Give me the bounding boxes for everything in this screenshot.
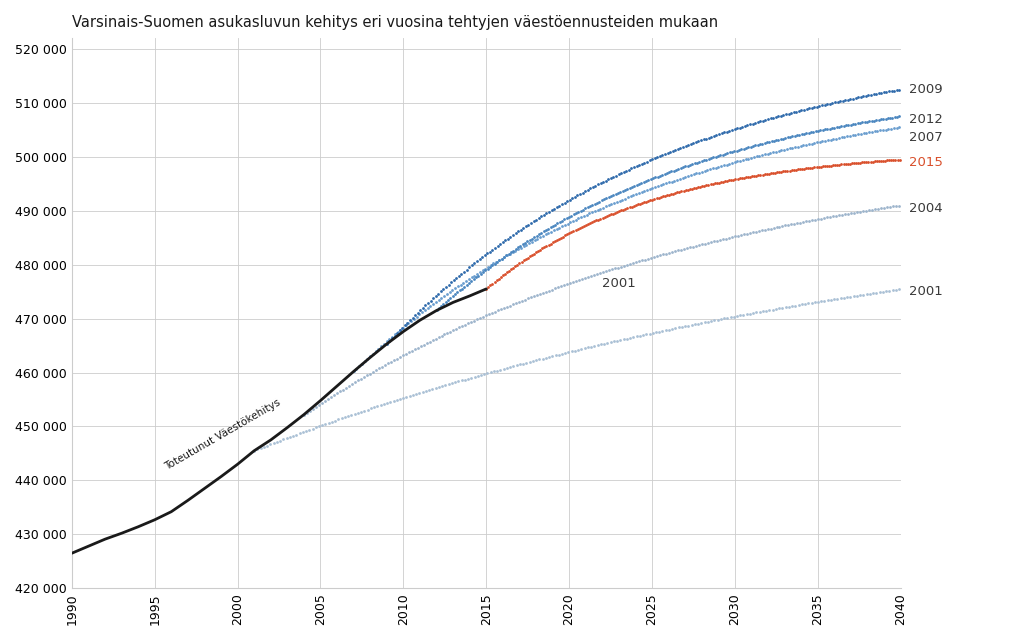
Text: 2004: 2004 xyxy=(909,202,942,214)
Text: 2001: 2001 xyxy=(909,285,943,298)
Text: Varsinais-Suomen asukasluvun kehitys eri vuosina tehtyjen väestöennusteiden muka: Varsinais-Suomen asukasluvun kehitys eri… xyxy=(72,15,718,30)
Text: Toteutunut Väestökehitys: Toteutunut Väestökehitys xyxy=(163,397,283,472)
Text: 2012: 2012 xyxy=(909,113,943,125)
Text: 2015: 2015 xyxy=(909,156,943,169)
Text: 2001: 2001 xyxy=(602,277,636,290)
Text: 2009: 2009 xyxy=(909,83,942,96)
Text: 2007: 2007 xyxy=(909,131,943,145)
